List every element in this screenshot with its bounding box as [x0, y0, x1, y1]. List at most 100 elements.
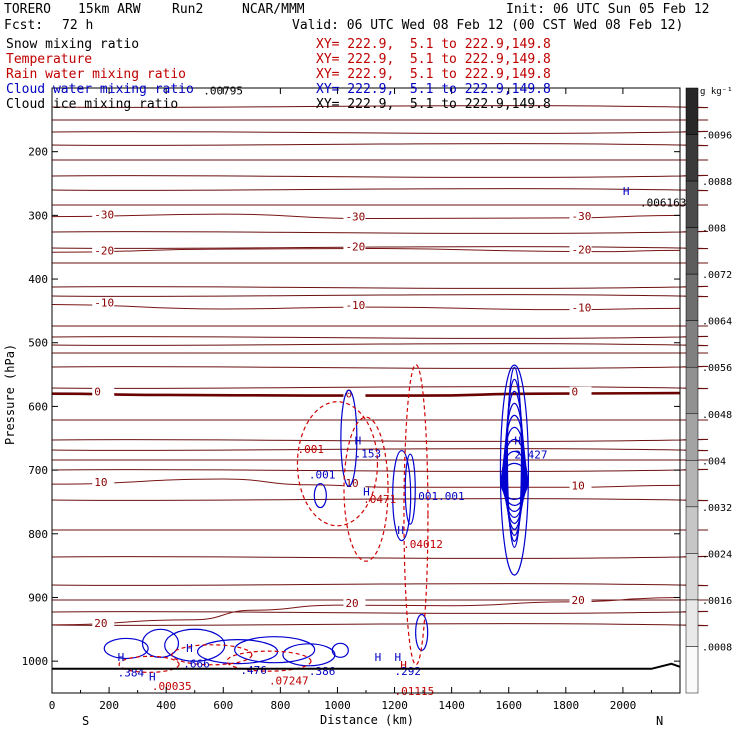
background-isotherm [51, 555, 709, 559]
cloud-water-contour [282, 643, 336, 667]
high-marker: H [375, 651, 382, 664]
contour-label-bg [92, 297, 115, 310]
colorbar-segment [685, 320, 699, 368]
y-tick-label: 800 [28, 528, 48, 541]
colorbar-segment [685, 599, 699, 647]
contour-label-bg [343, 211, 366, 224]
y-tick-label: 1000 [22, 655, 48, 668]
colorbar-segment [685, 553, 699, 601]
surface-line [52, 662, 681, 670]
cloud-water-contour [313, 482, 327, 509]
annotation-label: .01115 [395, 685, 435, 698]
field-cloud-water: Cloud water mixing ratio [6, 82, 194, 97]
field-snow-xy: XY= 222.9, 5.1 to 222.9,149.8 [316, 37, 551, 52]
x-tick-label: 600 [213, 699, 233, 712]
y-tick-label: 300 [28, 209, 48, 222]
high-marker: H [514, 435, 521, 448]
temperature-contour-label: -30 [572, 210, 592, 223]
colorbar-tick-label: .0048 [702, 410, 732, 421]
cloud-water-contour [505, 390, 524, 536]
cloud-water-contour [501, 450, 528, 506]
background-isotherm [51, 365, 709, 369]
temperature-contour-label: 0 [94, 386, 101, 399]
x-tick-label: 0 [49, 699, 56, 712]
contour-label-bg [569, 302, 592, 315]
model-org: NCAR/MMM [242, 2, 305, 17]
high-marker: H [363, 486, 370, 499]
contour-label-bg [92, 477, 115, 490]
rain-water-contour [118, 655, 180, 673]
colorbar-tick-label: .008 [702, 224, 726, 235]
background-isotherm [51, 230, 709, 234]
colorbar-segment [685, 413, 699, 461]
temperature-contour-label: 20 [572, 594, 585, 607]
temperature-contour [51, 596, 681, 626]
y-tick-label: 400 [28, 273, 48, 286]
cloud-water-contour [504, 402, 525, 530]
temperature-contour [51, 247, 681, 253]
model-name: TORERO [4, 2, 51, 17]
annotation-label: .001 [297, 443, 324, 456]
background-isotherm [51, 623, 709, 627]
high-marker: H [186, 642, 193, 655]
annotation-label: .666 [183, 658, 210, 671]
colorbar-tick-label: .0072 [702, 270, 732, 281]
annotation-label: .07247 [269, 675, 309, 688]
rain-water-contour [403, 364, 429, 666]
colorbar-segment [685, 227, 699, 275]
background-isotherm [51, 498, 709, 502]
cloud-water-contour [103, 637, 149, 660]
annotation-label: .476 [240, 664, 267, 677]
high-marker: H [118, 651, 125, 664]
field-temperature-xy: XY= 222.9, 5.1 to 222.9,149.8 [316, 52, 551, 67]
colorbar-tick-label: .004 [702, 456, 726, 467]
model-resolution: 15km ARW [78, 2, 141, 17]
contour-label-bg [569, 480, 592, 493]
x-tick-label: 1600 [496, 699, 523, 712]
high-marker: H [149, 670, 156, 683]
temperature-contour-label: 0 [345, 388, 352, 401]
temperature-contour-label: -10 [345, 299, 365, 312]
colorbar-tick-label: .0056 [702, 363, 732, 374]
field-temperature: Temperature [6, 52, 93, 67]
high-marker: H [397, 524, 404, 537]
temperature-contour-label: 20 [345, 597, 358, 610]
x-tick-label: 200 [99, 699, 119, 712]
background-isotherm [51, 468, 709, 472]
colorbar-tick-label: .0008 [702, 642, 732, 653]
temperature-contour-label: -30 [345, 211, 365, 224]
background-isotherm [51, 130, 709, 134]
annotation-label: H [400, 659, 407, 672]
annotation-label: .153 [355, 447, 382, 460]
background-isotherm [51, 174, 709, 178]
init-time: Init: 06 UTC Sun 05 Feb 12 [506, 2, 710, 17]
rain-water-contour [171, 644, 253, 666]
background-isotherm [51, 438, 709, 442]
colorbar-segment [685, 460, 699, 508]
high-marker: H [355, 435, 362, 448]
x-tick-label: 800 [270, 699, 290, 712]
background-isotherm [51, 285, 709, 289]
background-isotherm [51, 188, 709, 192]
contour-label-bg [92, 617, 115, 630]
temperature-contour-label: -10 [94, 297, 114, 310]
colorbar-segment [685, 366, 699, 415]
cloud-water-contour [506, 378, 523, 542]
colorbar-segment [685, 506, 699, 554]
annotation-label: .386 [309, 665, 336, 678]
contour-label-bg [343, 388, 366, 401]
annotation-label: .00035 [152, 680, 192, 693]
forecast-label: Fcst: [4, 18, 44, 33]
cloud-water-contour [502, 438, 527, 512]
cloud-water-contour [392, 449, 412, 542]
x-end-label-right: N [656, 714, 663, 728]
model-run: Run2 [172, 2, 204, 17]
temperature-contour-label: 20 [94, 617, 107, 630]
cloud-water-contour [164, 628, 226, 662]
field-cloud-water-xy: XY= 222.9, 5.1 to 222.9,149.8 [316, 82, 551, 97]
temperature-contour-label: -20 [94, 244, 114, 257]
contour-label-bg [343, 241, 366, 254]
cloud-water-contour [404, 453, 416, 525]
field-cloud-ice: Cloud ice mixing ratio [6, 97, 179, 112]
background-isotherm [51, 143, 709, 147]
